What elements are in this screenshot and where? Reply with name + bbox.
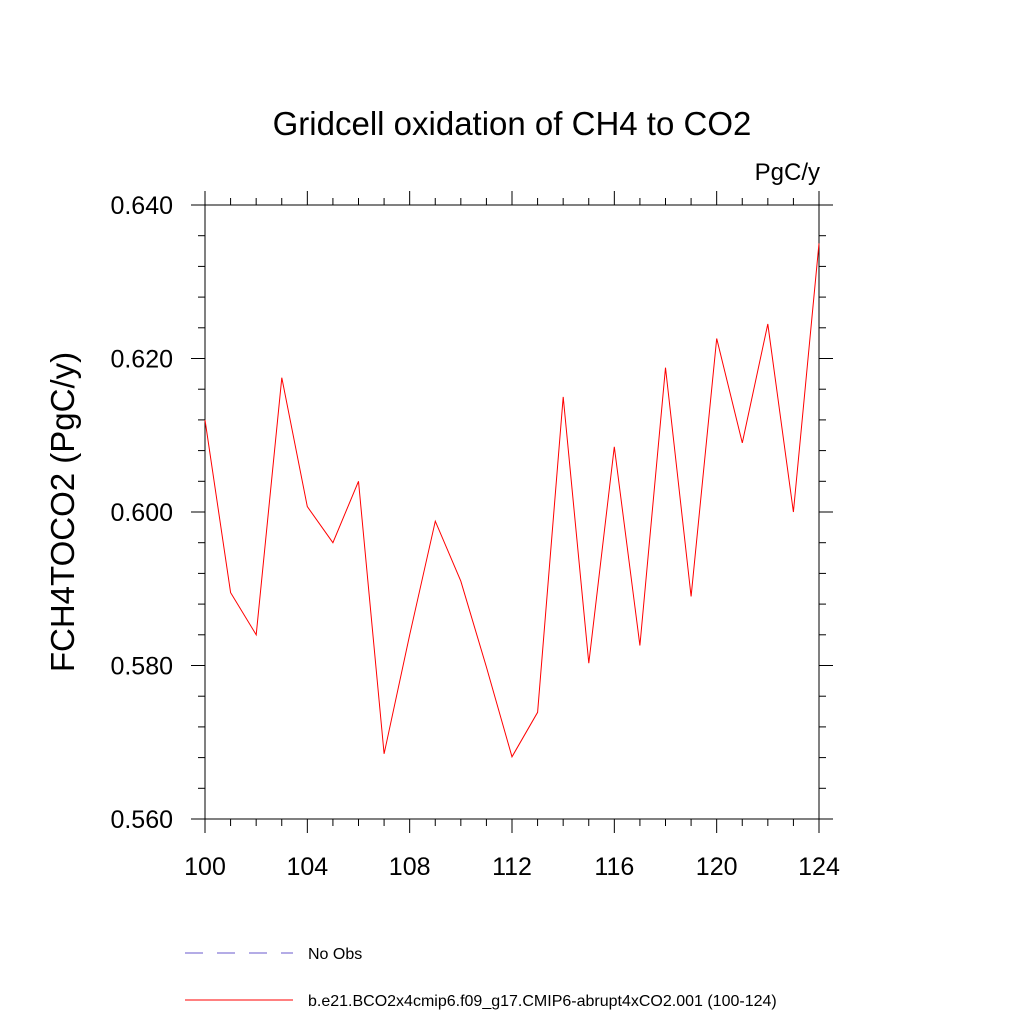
data-point: [230, 592, 231, 593]
data-point: [563, 396, 564, 397]
axis-ticks: [191, 191, 833, 833]
y-tick-label: 0.600: [110, 499, 173, 527]
x-tick-label: 108: [389, 853, 431, 881]
data-point: [767, 323, 768, 324]
data-point: [358, 481, 359, 482]
data-point: [384, 753, 385, 754]
legend-label-model-run: b.e21.BCO2x4cmip6.f09_g17.CMIP6-abrupt4x…: [308, 993, 777, 1010]
data-point: [332, 542, 333, 543]
data-point: [512, 756, 513, 757]
legend: No Obs b.e21.BCO2x4cmip6.f09_g17.CMIP6-a…: [185, 946, 777, 1010]
y-tick-label: 0.620: [110, 346, 173, 374]
data-point: [614, 446, 615, 447]
data-series: [204, 243, 820, 759]
data-point: [435, 521, 436, 522]
data-point: [793, 512, 794, 513]
y-tick-label: 0.580: [110, 653, 173, 681]
y-axis-label: FCH4TOCO2 (PgC/y): [44, 352, 81, 672]
series-line: [204, 243, 820, 759]
data-point: [281, 377, 282, 378]
data-point: [307, 506, 308, 507]
data-point: [742, 442, 743, 443]
data-point: [716, 338, 717, 339]
data-point: [409, 634, 410, 635]
data-point: [691, 596, 692, 597]
data-point: [256, 634, 257, 635]
plot-frame: [204, 204, 820, 820]
data-point: [639, 645, 640, 646]
data-point: [819, 243, 820, 244]
data-point: [486, 667, 487, 668]
data-point: [205, 419, 206, 420]
legend-label-no-obs: No Obs: [308, 946, 362, 963]
data-point: [588, 663, 589, 664]
data-point: [460, 581, 461, 582]
x-tick-label: 104: [286, 853, 328, 881]
data-point: [665, 367, 666, 368]
x-tick-label: 100: [184, 853, 226, 881]
x-tick-label: 120: [696, 853, 738, 881]
x-tick-label: 112: [492, 853, 532, 881]
data-point: [537, 712, 538, 713]
x-tick-label: 124: [798, 853, 840, 881]
chart-title: Gridcell oxidation of CH4 to CO2: [273, 105, 752, 142]
units-label: PgC/y: [755, 159, 820, 186]
axis-tick-labels: 100 104 108 112 116 120 124 0.560 0.580 0.600 0.62…: [110, 192, 840, 881]
y-tick-label: 0.640: [110, 192, 173, 220]
x-tick-label: 116: [594, 853, 634, 881]
y-tick-label: 0.560: [110, 806, 173, 834]
